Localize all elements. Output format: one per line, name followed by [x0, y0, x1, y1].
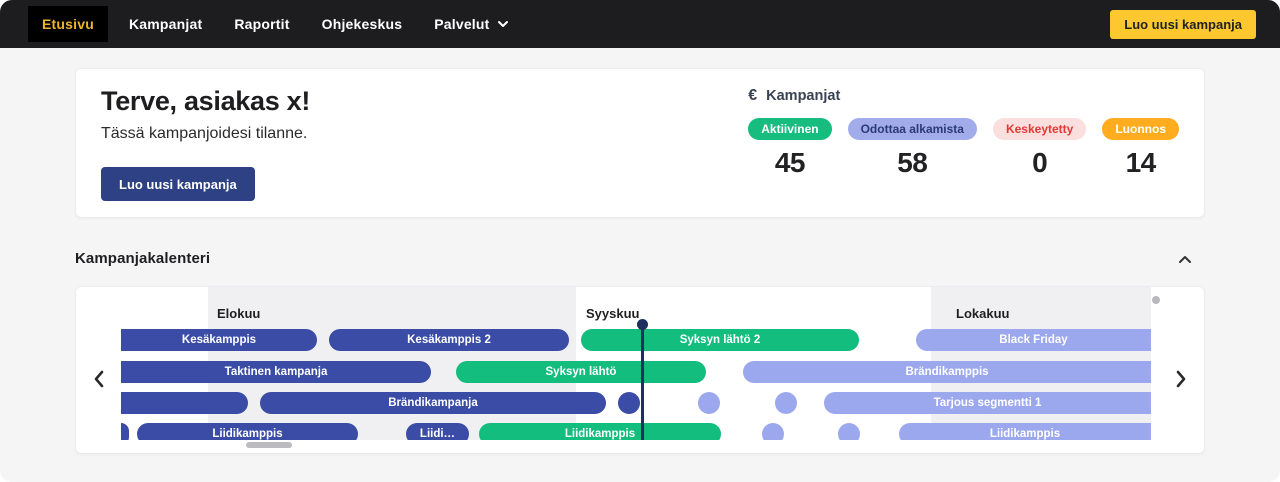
- chevron-down-icon: [497, 21, 508, 27]
- top-nav: Etusivu Kampanjat Raportit Ohjekeskus Palvel…: [0, 0, 1280, 48]
- campaign-bar-tarjous-segmentti-1[interactable]: Tarjous segmentti 1: [824, 392, 1151, 414]
- campaign-bar-kes-kamppis[interactable]: Kesäkamppis: [121, 329, 317, 351]
- nav-item-label: Ohjekeskus: [321, 16, 403, 32]
- campaign-dot[interactable]: [775, 392, 797, 414]
- campaign-dot[interactable]: [618, 392, 640, 414]
- stat-column-odottaa-alkamista: Odottaa alkamista 58: [847, 118, 977, 179]
- campaign-bar-liidikamppis[interactable]: Liidikamppis: [137, 423, 358, 440]
- stat-column-aktiivinen: Aktiivinen 45: [748, 118, 832, 179]
- today-marker-line: [641, 324, 644, 440]
- campaign-dot[interactable]: [838, 423, 860, 440]
- month-label-syyskuu: Syyskuu: [586, 306, 640, 321]
- nav-items: Etusivu Kampanjat Raportit Ohjekeskus Palvel…: [28, 6, 520, 42]
- campaign-bar-kes-kamppis-2[interactable]: Kesäkamppis 2: [329, 329, 569, 351]
- campaign-bar-taktinen-kampanja[interactable]: Taktinen kampanja: [121, 361, 431, 383]
- vertical-scrollbar-track: [1151, 287, 1161, 440]
- month-label-elokuu: Elokuu: [217, 306, 261, 321]
- campaign-bar[interactable]: [121, 423, 129, 440]
- status-count-keskeytetty: 0: [1032, 147, 1048, 178]
- nav-item-etusivu[interactable]: Etusivu: [28, 6, 108, 42]
- status-count-luonnos: 14: [1125, 147, 1157, 178]
- chevron-up-icon: [1179, 255, 1191, 263]
- nav-item-palvelut[interactable]: Palvelut: [423, 8, 519, 40]
- campaign-bar-liidi[interactable]: Liidi…: [406, 423, 469, 440]
- create-campaign-button-nav[interactable]: Luo uusi kampanja: [1110, 9, 1256, 39]
- collapse-calendar-button[interactable]: [1175, 252, 1195, 266]
- calendar-prev-button[interactable]: [88, 365, 110, 393]
- campaign-bar-liidikamppis[interactable]: Liidikamppis: [479, 423, 721, 440]
- status-count-odottaa-alkamista: 58: [897, 147, 928, 178]
- nav-item-label: Raportit: [234, 16, 290, 32]
- month-label-lokakuu: Lokakuu: [956, 306, 1010, 321]
- stats-title-label: Kampanjat: [766, 88, 841, 104]
- page-title: Terve, asiakas x!: [101, 86, 311, 116]
- horizontal-scrollbar-thumb[interactable]: [246, 442, 292, 448]
- campaign-bar[interactable]: [121, 392, 248, 414]
- calendar-next-button[interactable]: [1170, 365, 1192, 393]
- calendar-viewport: Elokuu Syyskuu Lokakuu Kesäkamppis Kesäkampp…: [121, 287, 1161, 440]
- hero-subtitle: Tässä kampanjoidesi tilanne.: [101, 125, 308, 142]
- nav-item-label: Etusivu: [42, 16, 94, 32]
- nav-item-raportit[interactable]: Raportit: [223, 8, 300, 40]
- campaign-dot[interactable]: [698, 392, 720, 414]
- euro-icon: €: [748, 87, 758, 104]
- campaign-stats: € Kampanjat Aktiivinen 45 Odottaa alkamist…: [748, 87, 1179, 179]
- campaign-bar-br-ndikampanja[interactable]: Brändikampanja: [260, 392, 606, 414]
- status-badge-luonnos: Luonnos: [1102, 118, 1179, 140]
- main-content: Terve, asiakas x! Tässä kampanjoidesi ti…: [0, 68, 1280, 454]
- stat-column-keskeytetty: Keskeytetty 0: [992, 118, 1087, 179]
- stat-column-luonnos: Luonnos 14: [1102, 118, 1179, 179]
- vertical-scrollbar-thumb[interactable]: [1152, 296, 1160, 304]
- stats-header: € Kampanjat: [748, 87, 1179, 105]
- status-badge-keskeytetty: Keskeytetty: [992, 118, 1087, 140]
- stats-columns: Aktiivinen 45 Odottaa alkamista 58 Keskeytet…: [748, 118, 1179, 179]
- chevron-left-icon: [94, 370, 104, 388]
- calendar-title: Kampanjakalenteri: [75, 250, 211, 267]
- chevron-right-icon: [1176, 370, 1186, 388]
- hero-card: Terve, asiakas x! Tässä kampanjoidesi ti…: [75, 68, 1205, 218]
- campaign-bar-black-friday[interactable]: Black Friday: [916, 329, 1151, 351]
- campaign-bar-syksyn-l-ht-2[interactable]: Syksyn lähtö 2: [581, 329, 859, 351]
- today-marker-dot: [637, 319, 648, 330]
- status-count-aktiivinen: 45: [774, 147, 806, 178]
- calendar-section-header: Kampanjakalenteri: [75, 250, 1205, 267]
- nav-item-label: Kampanjat: [128, 16, 203, 32]
- campaign-dot[interactable]: [762, 423, 784, 440]
- campaign-bar-syksyn-l-ht[interactable]: Syksyn lähtö: [456, 361, 706, 383]
- create-campaign-button-hero[interactable]: Luo uusi kampanja: [101, 167, 255, 201]
- status-badge-aktiivinen: Aktiivinen: [748, 118, 832, 140]
- campaign-calendar-card: Elokuu Syyskuu Lokakuu Kesäkamppis Kesäkampp…: [75, 286, 1205, 454]
- nav-item-label: Palvelut: [434, 16, 490, 32]
- campaign-bar-br-ndikamppis[interactable]: Brändikamppis: [743, 361, 1151, 383]
- nav-item-kampanjat[interactable]: Kampanjat: [118, 8, 213, 40]
- campaign-bar-liidikamppis[interactable]: Liidikamppis: [899, 423, 1151, 440]
- nav-item-ohjekeskus[interactable]: Ohjekeskus: [311, 8, 414, 40]
- status-badge-odottaa-alkamista: Odottaa alkamista: [847, 118, 977, 140]
